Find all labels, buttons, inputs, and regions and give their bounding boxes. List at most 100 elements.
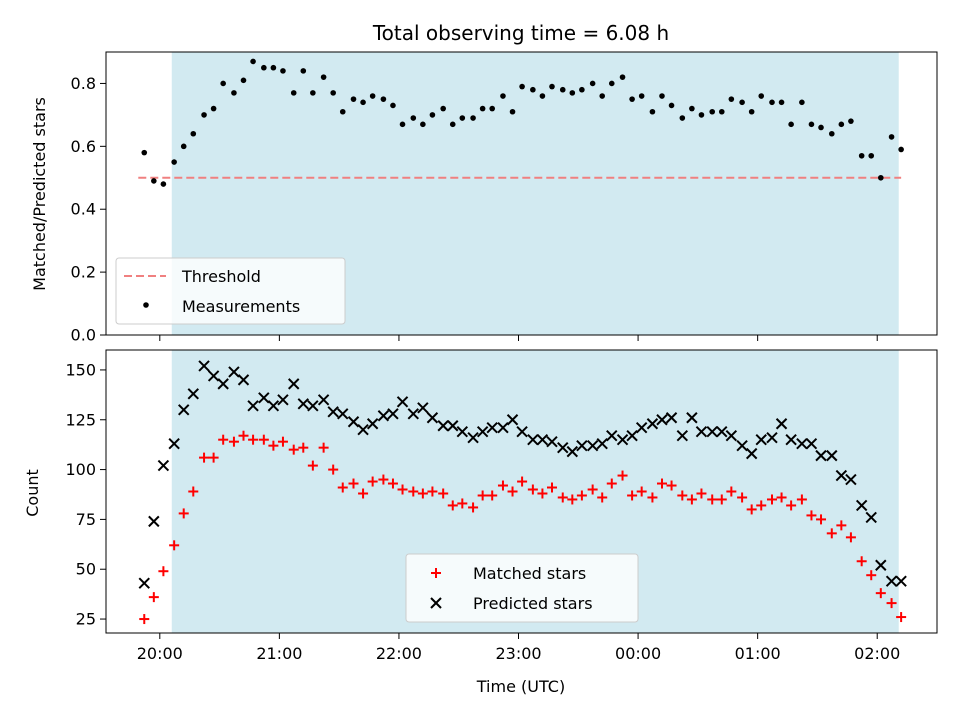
bottom-panel: 25 50 75 100 125 150 20:00 21:00 22:00 23:00 00:0… <box>23 349 938 696</box>
matched-star-point <box>776 492 787 503</box>
y-tick-label: 25 <box>76 610 96 629</box>
predicted-star-point <box>207 370 220 382</box>
predicted-star-point <box>217 378 229 390</box>
legend-matched-label: Matched stars <box>473 564 586 583</box>
matched-star-point <box>268 440 279 451</box>
matched-star-point <box>617 470 628 481</box>
y-tick-label: 100 <box>65 460 96 479</box>
matched-star-point <box>606 478 617 489</box>
x-tick-label: 23:00 <box>495 644 541 663</box>
top-axes-frame <box>105 51 938 336</box>
predicted-star-point <box>198 360 210 372</box>
measurement-point <box>300 68 307 74</box>
matched-star-point <box>169 540 180 551</box>
predicted-star-point <box>437 420 449 432</box>
matched-star-point <box>397 484 408 495</box>
measurement-point <box>898 146 904 153</box>
measurement-point <box>808 121 815 128</box>
measurement-point <box>509 108 516 115</box>
measurement-point <box>878 174 884 181</box>
matched-star-point <box>856 556 867 567</box>
measurement-point <box>180 143 187 150</box>
measurement-point <box>399 121 406 128</box>
predicted-star-point <box>566 445 579 458</box>
predicted-star-point <box>695 426 708 438</box>
x-axis-label: Time (UTC) <box>476 677 565 696</box>
matched-star-point <box>726 486 737 497</box>
matched-star-point <box>647 492 658 503</box>
top-y-axis-label: Matched/Predicted stars <box>30 97 49 291</box>
measurement-point <box>818 124 824 131</box>
legend-matched-swatch <box>431 568 441 578</box>
measurement-point <box>410 115 417 121</box>
measurement-point <box>599 93 606 99</box>
measurement-point <box>270 64 277 71</box>
top-y-ticks: 0.0 0.2 0.4 0.6 0.8 <box>71 74 106 345</box>
measurement-point <box>420 121 426 128</box>
measurement-point <box>261 64 267 71</box>
predicted-star-point <box>396 396 409 408</box>
predicted-star-point <box>277 394 289 406</box>
matched-star-point <box>587 484 598 495</box>
matched-star-point <box>537 488 548 499</box>
matched-star-point <box>208 452 219 463</box>
measurement-point <box>679 115 686 121</box>
measurement-point <box>559 86 566 93</box>
predicted-star-point <box>178 404 190 416</box>
matched-star-point <box>328 464 339 475</box>
measurement-point <box>369 93 376 99</box>
matched-star-point <box>517 476 528 487</box>
measurement-point <box>449 121 456 128</box>
matched-star-point <box>307 460 318 471</box>
predicted-star-point <box>307 400 319 412</box>
matched-star-point <box>288 444 299 455</box>
matched-star-point <box>228 436 239 447</box>
matched-star-point <box>148 592 159 603</box>
predicted-star-point <box>237 374 250 386</box>
matched-star-point <box>457 498 468 509</box>
predicted-star-point <box>626 429 638 442</box>
predicted-star-point <box>317 394 330 406</box>
matched-star-point <box>636 486 647 497</box>
matched-star-point <box>875 588 886 599</box>
legend-measurements-label: Measurements <box>182 297 300 316</box>
predicted-star-point <box>736 439 748 452</box>
measurement-point <box>280 68 286 74</box>
bottom-y-axis-label: Count <box>23 469 42 517</box>
predicted-star-point <box>258 392 270 404</box>
predicted-star-point <box>476 426 489 438</box>
matched-star-point <box>258 434 269 445</box>
matched-star-point <box>477 490 488 501</box>
measurement-point <box>858 152 865 159</box>
matched-star-point <box>497 480 508 491</box>
measurement-point <box>290 90 297 96</box>
predicted-star-point <box>706 426 718 438</box>
predicted-star-point <box>467 431 479 444</box>
predicted-star-point <box>775 418 788 430</box>
measurement-point <box>160 181 167 187</box>
predicted-star-point <box>576 439 588 452</box>
matched-star-point <box>716 494 727 505</box>
measurement-point <box>569 90 576 96</box>
matched-star-point <box>677 490 688 501</box>
measurement-point <box>429 112 436 118</box>
matched-star-point <box>218 434 229 445</box>
matched-star-point <box>836 520 847 531</box>
predicted-star-point <box>456 426 469 438</box>
measurement-point <box>339 108 346 115</box>
chart-title: Total observing time = 6.08 h <box>372 21 669 45</box>
measurement-point <box>579 86 585 93</box>
legend-predicted-label: Predicted stars <box>473 594 593 613</box>
matched-star-point <box>337 482 348 493</box>
measurement-point <box>201 112 207 118</box>
matched-star-point <box>248 434 259 445</box>
bottom-legend: Matched stars Predicted stars <box>405 553 639 623</box>
matched-star-point <box>656 478 667 489</box>
matched-star-point <box>158 566 169 577</box>
matched-star-point <box>796 494 807 505</box>
matched-star-points <box>139 430 907 625</box>
x-tick-label: 22:00 <box>376 644 422 663</box>
predicted-star-point <box>377 410 390 422</box>
predicted-star-point <box>327 406 339 418</box>
measurement-point <box>659 93 665 99</box>
